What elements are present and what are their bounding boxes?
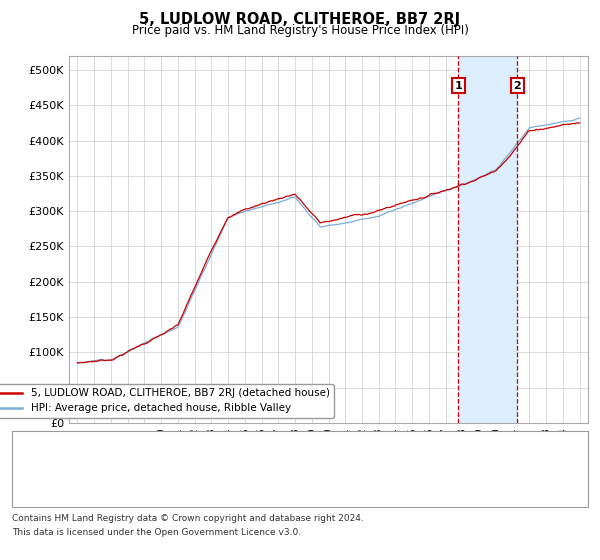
Text: 2: 2 xyxy=(29,478,38,492)
Text: 1% ↓ HPI: 1% ↓ HPI xyxy=(378,478,433,491)
Legend: 5, LUDLOW ROAD, CLITHEROE, BB7 2RJ (detached house), HPI: Average price, detache: 5, LUDLOW ROAD, CLITHEROE, BB7 2RJ (deta… xyxy=(0,384,334,418)
Text: This data is licensed under the Open Government Licence v3.0.: This data is licensed under the Open Gov… xyxy=(12,528,301,536)
Text: 2: 2 xyxy=(514,81,521,91)
Text: 1: 1 xyxy=(29,446,38,459)
Bar xyxy=(458,56,517,423)
Text: 09-APR-2021: 09-APR-2021 xyxy=(69,478,145,491)
Text: 5, LUDLOW ROAD, CLITHEROE, BB7 2RJ: 5, LUDLOW ROAD, CLITHEROE, BB7 2RJ xyxy=(139,12,461,27)
Text: £329,995: £329,995 xyxy=(222,445,278,459)
Text: 1: 1 xyxy=(454,81,462,91)
Text: 29-SEP-2017: 29-SEP-2017 xyxy=(69,445,144,459)
Text: ≈ HPI: ≈ HPI xyxy=(378,445,411,459)
Text: Price paid vs. HM Land Registry's House Price Index (HPI): Price paid vs. HM Land Registry's House … xyxy=(131,24,469,36)
Text: £340,000: £340,000 xyxy=(222,478,278,491)
Text: Contains HM Land Registry data © Crown copyright and database right 2024.: Contains HM Land Registry data © Crown c… xyxy=(12,514,364,523)
